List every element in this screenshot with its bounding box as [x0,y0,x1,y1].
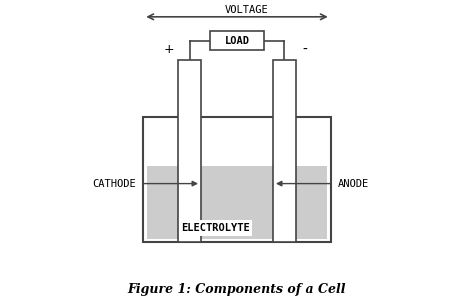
Text: +: + [164,43,174,56]
Bar [180,220,252,237]
Bar [273,60,296,242]
Bar [210,31,264,50]
Bar [147,119,327,166]
Text: ANODE: ANODE [337,178,369,188]
Bar [178,60,201,242]
Text: CATHODE: CATHODE [92,178,137,188]
Text: -: - [302,43,307,57]
Bar [147,119,327,239]
Text: ELECTROLYTE: ELECTROLYTE [182,223,250,233]
Text: LOAD: LOAD [225,36,249,46]
Text: VOLTAGE: VOLTAGE [225,5,268,15]
Bar [143,116,331,242]
Text: Figure 1: Components of a Cell: Figure 1: Components of a Cell [128,283,346,296]
